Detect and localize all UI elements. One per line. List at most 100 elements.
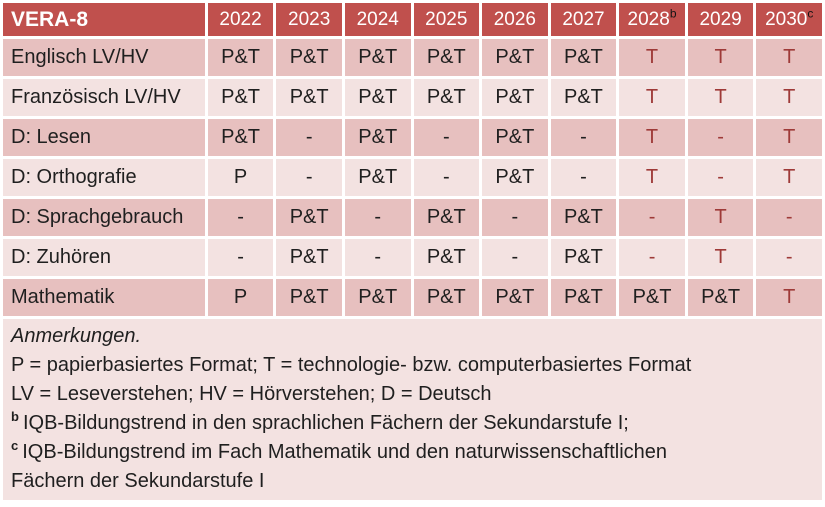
- table-cell: -: [207, 239, 274, 276]
- table-cell: -: [687, 119, 754, 156]
- year-label: 2028: [627, 8, 670, 30]
- table-cell: P&T: [413, 79, 480, 116]
- year-column-header: 2028b: [619, 3, 685, 36]
- table-cell: P&T: [344, 39, 411, 76]
- table-cell: -: [687, 159, 754, 196]
- table-cell: P&T: [276, 79, 342, 116]
- table-cell: -: [207, 199, 274, 236]
- footnote-marker: c: [11, 438, 19, 454]
- table-cell: P&T: [344, 119, 411, 156]
- table-cell: P&T: [207, 119, 274, 156]
- table-cell: T: [756, 279, 822, 316]
- notes-cell: Anmerkungen. P = papierbasiertes Format;…: [3, 319, 822, 500]
- table-cell: T: [687, 79, 754, 116]
- table-cell: P&T: [550, 199, 617, 236]
- footnote-marker: c: [807, 6, 814, 21]
- year-label: 2025: [425, 8, 468, 30]
- table-cell: -: [619, 199, 685, 236]
- table-cell: -: [413, 159, 480, 196]
- note-text: IQB-Bildungstrend in den sprachlichen Fä…: [22, 412, 629, 434]
- year-column-header: 2025: [413, 3, 480, 36]
- year-column-header: 2022: [207, 3, 274, 36]
- table-cell: P&T: [413, 39, 480, 76]
- note-line: c IQB-Bildungstrend im Fach Mathematik un…: [11, 438, 814, 467]
- table-row: D: Zuhören - P&T - P&T - P&T - T -: [3, 239, 822, 276]
- table-cell: P&T: [207, 79, 274, 116]
- note-text: IQB-Bildungstrend im Fach Mathematik und…: [22, 441, 667, 463]
- table-cell: T: [687, 199, 754, 236]
- year-column-header: 2027: [550, 3, 617, 36]
- table-cell: -: [619, 239, 685, 276]
- table-cell: P&T: [687, 279, 754, 316]
- table-cell: P&T: [550, 79, 617, 116]
- row-label: Französisch LV/HV: [3, 79, 205, 116]
- table-cell: T: [687, 39, 754, 76]
- header-row: VERA-8 2022 2023 2024 2025 2026 2027 202…: [3, 3, 822, 36]
- year-label: 2023: [288, 8, 331, 30]
- table-cell: P&T: [482, 159, 548, 196]
- notes-row: Anmerkungen. P = papierbasiertes Format;…: [3, 319, 822, 500]
- year-label: 2029: [699, 8, 742, 30]
- table-cell: T: [619, 119, 685, 156]
- note-text: LV = Leseverstehen; HV = Hörverstehen; D…: [11, 383, 492, 405]
- table-cell: P&T: [413, 239, 480, 276]
- table-row: D: Lesen P&T - P&T - P&T - T - T: [3, 119, 822, 156]
- table-cell: P&T: [482, 39, 548, 76]
- year-column-header: 2026: [482, 3, 548, 36]
- year-label: 2027: [562, 8, 605, 30]
- table-cell: -: [550, 119, 617, 156]
- table-row: Mathematik P P&T P&T P&T P&T P&T P&T P&T T: [3, 279, 822, 316]
- table-cell: P&T: [482, 279, 548, 316]
- table-cell: P&T: [482, 119, 548, 156]
- table-cell: -: [756, 199, 822, 236]
- table-cell: P&T: [207, 39, 274, 76]
- table-cell: -: [413, 119, 480, 156]
- table-title: VERA-8: [3, 3, 205, 36]
- table-cell: -: [276, 159, 342, 196]
- year-label: 2022: [219, 8, 262, 30]
- row-label: D: Lesen: [3, 119, 205, 156]
- table-cell: P&T: [550, 279, 617, 316]
- footnote-marker: b: [669, 6, 677, 21]
- note-line: P = papierbasiertes Format; T = technolo…: [11, 351, 814, 380]
- note-text: Fächern der Sekundarstufe I: [11, 470, 265, 492]
- year-column-header: 2023: [276, 3, 342, 36]
- table-cell: T: [619, 79, 685, 116]
- table-cell: -: [276, 119, 342, 156]
- table-cell: P&T: [344, 279, 411, 316]
- table-cell: P&T: [550, 239, 617, 276]
- row-label: D: Sprachgebrauch: [3, 199, 205, 236]
- table-cell: P&T: [276, 199, 342, 236]
- year-column-header: 2024: [344, 3, 411, 36]
- table-cell: P&T: [550, 39, 617, 76]
- note-line: Fächern der Sekundarstufe I: [11, 467, 814, 496]
- year-column-header: 2029: [687, 3, 754, 36]
- table-cell: -: [756, 239, 822, 276]
- year-label: 2030: [765, 8, 808, 30]
- table-cell: T: [687, 239, 754, 276]
- row-label: D: Zuhören: [3, 239, 205, 276]
- year-column-header: 2030c: [756, 3, 822, 36]
- table-cell: -: [344, 239, 411, 276]
- row-label: D: Orthografie: [3, 159, 205, 196]
- row-label: Mathematik: [3, 279, 205, 316]
- table-cell: T: [619, 159, 685, 196]
- table-cell: P: [207, 159, 274, 196]
- table-row: D: Sprachgebrauch - P&T - P&T - P&T - T -: [3, 199, 822, 236]
- table-cell: T: [756, 79, 822, 116]
- footnote-marker: b: [11, 409, 19, 425]
- table-cell: T: [756, 119, 822, 156]
- note-line: LV = Leseverstehen; HV = Hörverstehen; D…: [11, 380, 814, 409]
- note-text: P = papierbasiertes Format; T = technolo…: [11, 354, 692, 376]
- table-cell: -: [550, 159, 617, 196]
- table-cell: P&T: [482, 79, 548, 116]
- table-cell: -: [482, 199, 548, 236]
- table-cell: P&T: [344, 79, 411, 116]
- table-row: Englisch LV/HV P&T P&T P&T P&T P&T P&T T T T: [3, 39, 822, 76]
- year-label: 2026: [493, 8, 537, 30]
- table-cell: P&T: [413, 279, 480, 316]
- notes-title: Anmerkungen.: [11, 325, 142, 347]
- table-cell: T: [756, 39, 822, 76]
- table-row: D: Orthografie P - P&T - P&T - T - T: [3, 159, 822, 196]
